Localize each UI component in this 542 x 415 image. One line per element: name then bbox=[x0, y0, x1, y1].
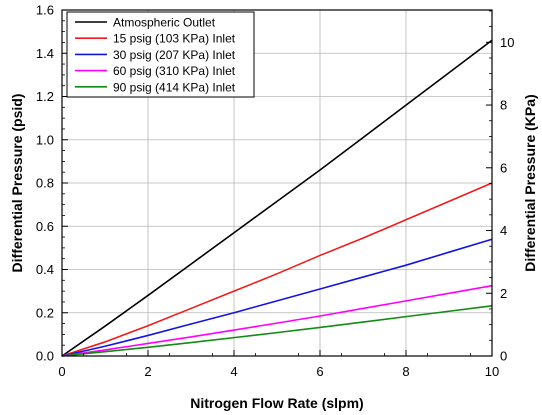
y-tick-label: 0.4 bbox=[36, 262, 54, 277]
y-tick-label: 0.6 bbox=[36, 219, 54, 234]
y2-tick-label: 4 bbox=[500, 223, 507, 238]
y2-tick-label: 2 bbox=[500, 286, 507, 301]
series-line-90-psig-414-kpa-inlet bbox=[61, 305, 493, 357]
legend: Atmospheric Outlet 15 psig (103 KPa) Inle… bbox=[66, 11, 255, 98]
y-tick-label: 0.0 bbox=[36, 349, 54, 364]
series-line-60-psig-310-kpa-inlet bbox=[61, 284, 493, 357]
y-tick-label: 1.6 bbox=[36, 3, 54, 18]
y-axis-left: 0.0 0.2 0.4 0.6 0.8 1.0 1.2 1.4 1.6 bbox=[36, 3, 68, 364]
y2-tick-label: 6 bbox=[500, 160, 507, 175]
y2-tick-label: 10 bbox=[500, 35, 514, 50]
legend-entry: Atmospheric Outlet bbox=[113, 16, 216, 30]
x-axis: 0 2 4 6 8 10 bbox=[58, 350, 499, 379]
series-line-atmospheric-outlet bbox=[61, 39, 493, 357]
y-tick-label: 0.8 bbox=[36, 176, 54, 191]
x-axis-title: Nitrogen Flow Rate (slpm) bbox=[190, 395, 363, 411]
legend-entry: 60 psig (310 KPa) Inlet bbox=[113, 64, 236, 78]
series-line-30-psig-207-kpa-inlet bbox=[61, 238, 493, 357]
x-tick-label: 2 bbox=[144, 364, 151, 379]
y-axis-title: Differential Pressure (psid) bbox=[9, 94, 25, 273]
series-lines bbox=[61, 39, 493, 357]
y-tick-label: 1.2 bbox=[36, 89, 54, 104]
x-tick-label: 10 bbox=[485, 364, 499, 379]
legend-entry: 30 psig (207 KPa) Inlet bbox=[113, 48, 236, 62]
y-tick-label: 0.2 bbox=[36, 305, 54, 320]
y-tick-label: 1.4 bbox=[36, 46, 54, 61]
x-tick-label: 0 bbox=[58, 364, 65, 379]
y2-tick-label: 0 bbox=[500, 349, 507, 364]
y2-axis-title: Differential Pressure (KPa) bbox=[522, 94, 538, 271]
y2-tick-label: 8 bbox=[500, 98, 507, 113]
x-tick-label: 6 bbox=[316, 364, 323, 379]
x-tick-label: 4 bbox=[230, 364, 237, 379]
x-tick-label: 8 bbox=[402, 364, 409, 379]
legend-entry: 90 psig (414 KPa) Inlet bbox=[113, 80, 236, 94]
y-axis-right: 0 2 4 6 8 10 bbox=[486, 10, 514, 364]
legend-entry: 15 psig (103 KPa) Inlet bbox=[113, 32, 236, 46]
y-tick-label: 1.0 bbox=[36, 132, 54, 147]
series-line-15-psig-103-kpa-inlet bbox=[61, 182, 493, 357]
